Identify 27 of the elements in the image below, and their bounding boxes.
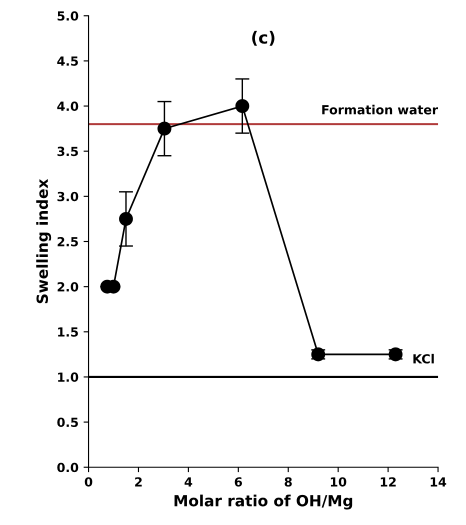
y-tick-label: 3.0 xyxy=(58,192,78,202)
y-tick-label: 4.0 xyxy=(57,102,78,111)
point xyxy=(119,212,133,226)
y-tick-label: 5.0 xyxy=(58,11,78,21)
y-tick-label: 1.5 xyxy=(58,327,78,337)
x-tick-label: 0 xyxy=(84,477,92,487)
y-tick-label: 1.0 xyxy=(58,372,78,382)
y-tick-label: 3.5 xyxy=(58,146,78,156)
point xyxy=(235,99,250,113)
x-tick-label: 12 xyxy=(380,477,396,486)
text: (c) xyxy=(252,30,274,46)
x-axis-title: Molar ratio of OH/Mg xyxy=(174,494,352,510)
x-tick-label: 8 xyxy=(284,477,292,487)
point xyxy=(157,122,172,136)
x-tick-label: 4 xyxy=(184,477,192,486)
x-tick-label: 14 xyxy=(430,477,446,486)
y-tick-label: 4.5 xyxy=(57,56,78,66)
y-tick-label: 0.5 xyxy=(57,418,78,428)
x-tick-label: 6 xyxy=(234,477,242,487)
y-tick-label: 0.0 xyxy=(57,462,78,472)
x-tick-label: 10 xyxy=(330,477,346,487)
y-tick-label: 2.0 xyxy=(58,282,78,292)
annotation: KCl xyxy=(413,354,434,364)
y-tick-label: 2.5 xyxy=(58,236,78,246)
y-axis-title: Swelling index xyxy=(36,178,52,304)
ref-line-label: Formation water xyxy=(322,104,438,114)
x-tick-label: 2 xyxy=(135,477,142,486)
